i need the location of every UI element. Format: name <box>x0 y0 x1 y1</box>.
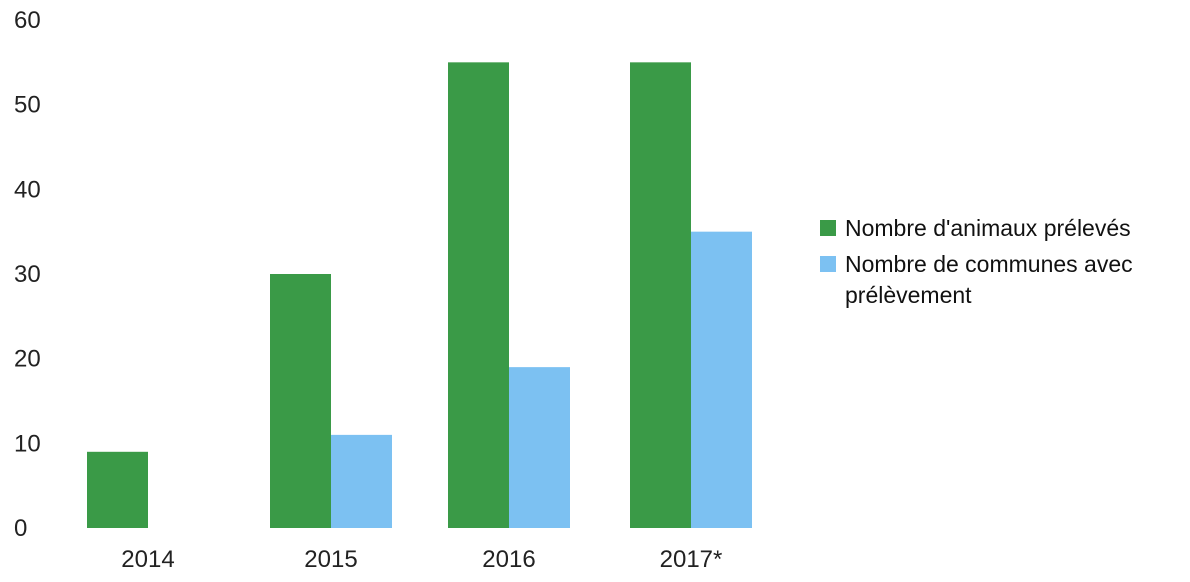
y-tick-label: 30 <box>14 261 41 288</box>
y-tick-label: 0 <box>14 515 27 542</box>
bar-animaux-2015 <box>270 274 331 528</box>
y-tick-label: 60 <box>14 7 41 34</box>
legend-swatch-communes <box>820 256 836 272</box>
y-tick-label: 50 <box>14 92 41 119</box>
y-tick-label: 40 <box>14 176 41 203</box>
x-tick-label: 2014 <box>121 546 174 573</box>
bar-communes-2016 <box>509 367 570 528</box>
y-tick-label: 20 <box>14 346 41 373</box>
y-tick-label: 10 <box>14 430 41 457</box>
bar-communes-2017 <box>691 232 752 528</box>
x-tick-label: 2017* <box>660 546 723 573</box>
legend: Nombre d'animaux prélevés Nombre de commu… <box>820 215 1133 308</box>
bar-communes-2015 <box>331 435 392 528</box>
y-axis: 0 10 20 30 40 50 60 <box>14 7 41 542</box>
legend-label-communes: Nombre de communes avec <box>845 251 1133 277</box>
x-tick-label: 2015 <box>304 546 357 573</box>
x-axis: 2014 2015 2016 2017* <box>121 546 722 573</box>
bars <box>87 62 752 528</box>
legend-swatch-animaux <box>820 220 836 236</box>
x-tick-label: 2016 <box>482 546 535 573</box>
bar-animaux-2017 <box>630 62 691 528</box>
legend-label-communes: prélèvement <box>845 282 972 308</box>
bar-animaux-2016 <box>448 62 509 528</box>
bar-animaux-2014 <box>87 452 148 528</box>
legend-label-animaux: Nombre d'animaux prélevés <box>845 215 1131 241</box>
